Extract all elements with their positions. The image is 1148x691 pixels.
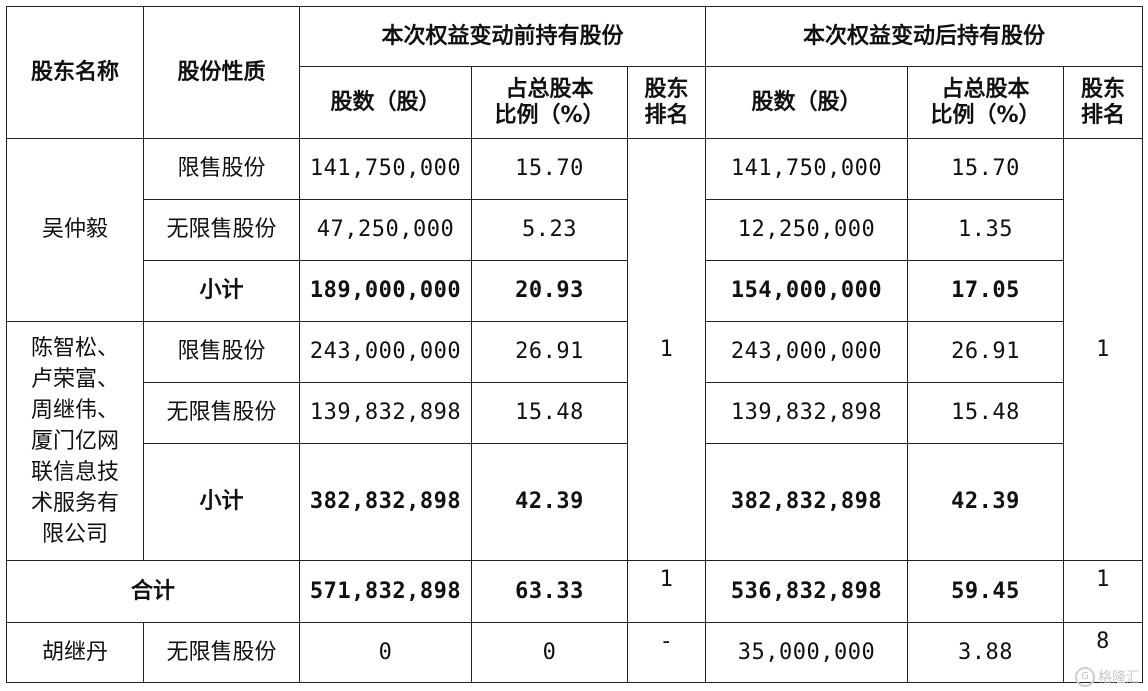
- share-nature-cell: 限售股份: [143, 321, 300, 383]
- header-rank-line1: 股东: [1081, 76, 1126, 102]
- table-row: 胡继丹 无限售股份 0 0 - 35,000,000 3.88 8: [6, 622, 1144, 683]
- after-shares-cell: 12,250,000: [705, 199, 909, 261]
- before-ratio-cell: 42.39: [471, 443, 628, 561]
- header-after-rank: 股东 排名: [1063, 66, 1144, 139]
- shareholder-name-group: 陈智松、 卢荣富、 周继伟、 厦门亿网 联信息技 术服务有 限公司: [6, 321, 144, 561]
- name-line: 联信息技: [30, 459, 119, 485]
- subtotal-label: 小计: [143, 260, 300, 322]
- before-rank-cell: 1: [626, 560, 707, 623]
- header-shareholder-name: 股东名称: [6, 6, 144, 139]
- after-ratio-cell: 3.88: [907, 622, 1065, 683]
- before-ratio-cell: 63.33: [471, 560, 628, 623]
- before-ratio-cell: 0: [471, 622, 628, 683]
- gelonghui-logo-icon: G: [1075, 667, 1095, 687]
- header-ratio-line1: 占总股本: [941, 76, 1030, 102]
- table-row: 无限售股份 139,832,898 15.48 139,832,898 15.4…: [7, 382, 1143, 444]
- after-shares-cell: 536,832,898: [705, 560, 909, 623]
- share-nature-cell: 无限售股份: [143, 622, 300, 683]
- before-ratio-cell: 15.48: [471, 382, 628, 444]
- header-ratio-line2: 比例（%）: [930, 102, 1041, 128]
- after-shares-cell: 139,832,898: [705, 382, 909, 444]
- after-shares-cell: 154,000,000: [705, 260, 909, 322]
- before-ratio-cell: 20.93: [471, 260, 628, 322]
- after-ratio-cell: 59.45: [907, 560, 1065, 623]
- before-shares-cell: 139,832,898: [299, 382, 472, 444]
- after-ratio-cell: 42.39: [907, 443, 1065, 561]
- header-after-group: 本次权益变动后持有股份: [705, 6, 1144, 67]
- table-row: 小计 189,000,000 20.93 154,000,000 17.05: [7, 260, 1143, 322]
- name-line: 术服务有: [30, 490, 119, 516]
- before-shares-cell: 243,000,000: [299, 321, 472, 383]
- before-ratio-cell: 26.91: [471, 321, 628, 383]
- header-after-shares: 股数（股）: [705, 66, 909, 139]
- share-nature-cell: 无限售股份: [143, 382, 300, 444]
- after-rank-cell: 1: [1063, 560, 1144, 623]
- header-share-nature: 股份性质: [143, 6, 300, 139]
- before-rank-merged: 1: [626, 138, 707, 561]
- before-shares-cell: 0: [299, 622, 472, 683]
- after-shares-cell: 35,000,000: [705, 622, 909, 683]
- header-ratio-line2: 比例（%）: [494, 102, 605, 128]
- before-ratio-cell: 5.23: [471, 199, 628, 261]
- subtotal-label: 小计: [143, 443, 300, 561]
- table-row: 陈智松、 卢荣富、 周继伟、 厦门亿网 联信息技 术服务有 限公司 限售股份 2…: [6, 321, 1143, 561]
- table-row: 小计 382,832,898 42.39 382,832,898 42.39: [7, 443, 1143, 561]
- after-shares-cell: 141,750,000: [705, 138, 909, 200]
- name-line: 周继伟、: [30, 397, 119, 423]
- shareholder-name-wu: 吴仲毅: [6, 138, 144, 322]
- table-row: 吴仲毅 限售股份 141,750,000 15.70 1 141,750,000…: [6, 138, 1144, 561]
- table-row: 合计 571,832,898 63.33 1 536,832,898 59.45…: [6, 560, 1144, 623]
- after-shares-cell: 243,000,000: [705, 321, 909, 383]
- header-ratio-line1: 占总股本: [505, 76, 594, 102]
- after-shares-cell: 382,832,898: [705, 443, 909, 561]
- header-after-ratio: 占总股本 比例（%）: [907, 66, 1065, 139]
- after-ratio-cell: 26.91: [907, 321, 1065, 383]
- after-ratio-cell: 15.70: [907, 138, 1065, 200]
- after-ratio-cell: 15.48: [907, 382, 1065, 444]
- name-line: 卢荣富、: [30, 366, 119, 392]
- before-shares-cell: 47,250,000: [299, 199, 472, 261]
- after-ratio-cell: 17.05: [907, 260, 1065, 322]
- before-shares-cell: 189,000,000: [299, 260, 472, 322]
- before-shares-cell: 571,832,898: [299, 560, 472, 623]
- total-label: 合计: [6, 560, 300, 623]
- share-nature-cell: 无限售股份: [143, 199, 300, 261]
- before-shares-cell: 141,750,000: [299, 138, 472, 200]
- share-nature-cell: 限售股份: [143, 138, 300, 200]
- header-rank-line2: 排名: [1081, 102, 1126, 128]
- watermark-text: 格隆汇: [1098, 670, 1140, 686]
- after-rank-merged: 1: [1063, 138, 1144, 561]
- after-ratio-cell: 1.35: [907, 199, 1065, 261]
- watermark: G 格隆汇: [1075, 667, 1140, 687]
- before-rank-cell: -: [626, 622, 707, 683]
- header-before-rank: 股东 排名: [626, 66, 707, 139]
- header-before-shares: 股数（股）: [299, 66, 472, 139]
- before-ratio-cell: 15.70: [471, 138, 628, 200]
- shareholding-table: 股东名称 股份性质 本次权益变动前持有股份 本次权益变动后持有股份 股数（股） …: [6, 6, 1144, 683]
- before-shares-cell: 382,832,898: [299, 443, 472, 561]
- header-rank-line2: 排名: [644, 102, 689, 128]
- header-before-ratio: 占总股本 比例（%）: [471, 66, 628, 139]
- name-line: 限公司: [41, 521, 108, 547]
- header-before-group: 本次权益变动前持有股份: [298, 6, 707, 67]
- table-row: 无限售股份 47,250,000 5.23 12,250,000 1.35: [7, 199, 1143, 261]
- name-line: 陈智松、: [30, 335, 119, 361]
- shareholder-name-hu: 胡继丹: [6, 622, 144, 683]
- name-line: 厦门亿网: [30, 428, 119, 454]
- header-rank-line1: 股东: [644, 76, 689, 102]
